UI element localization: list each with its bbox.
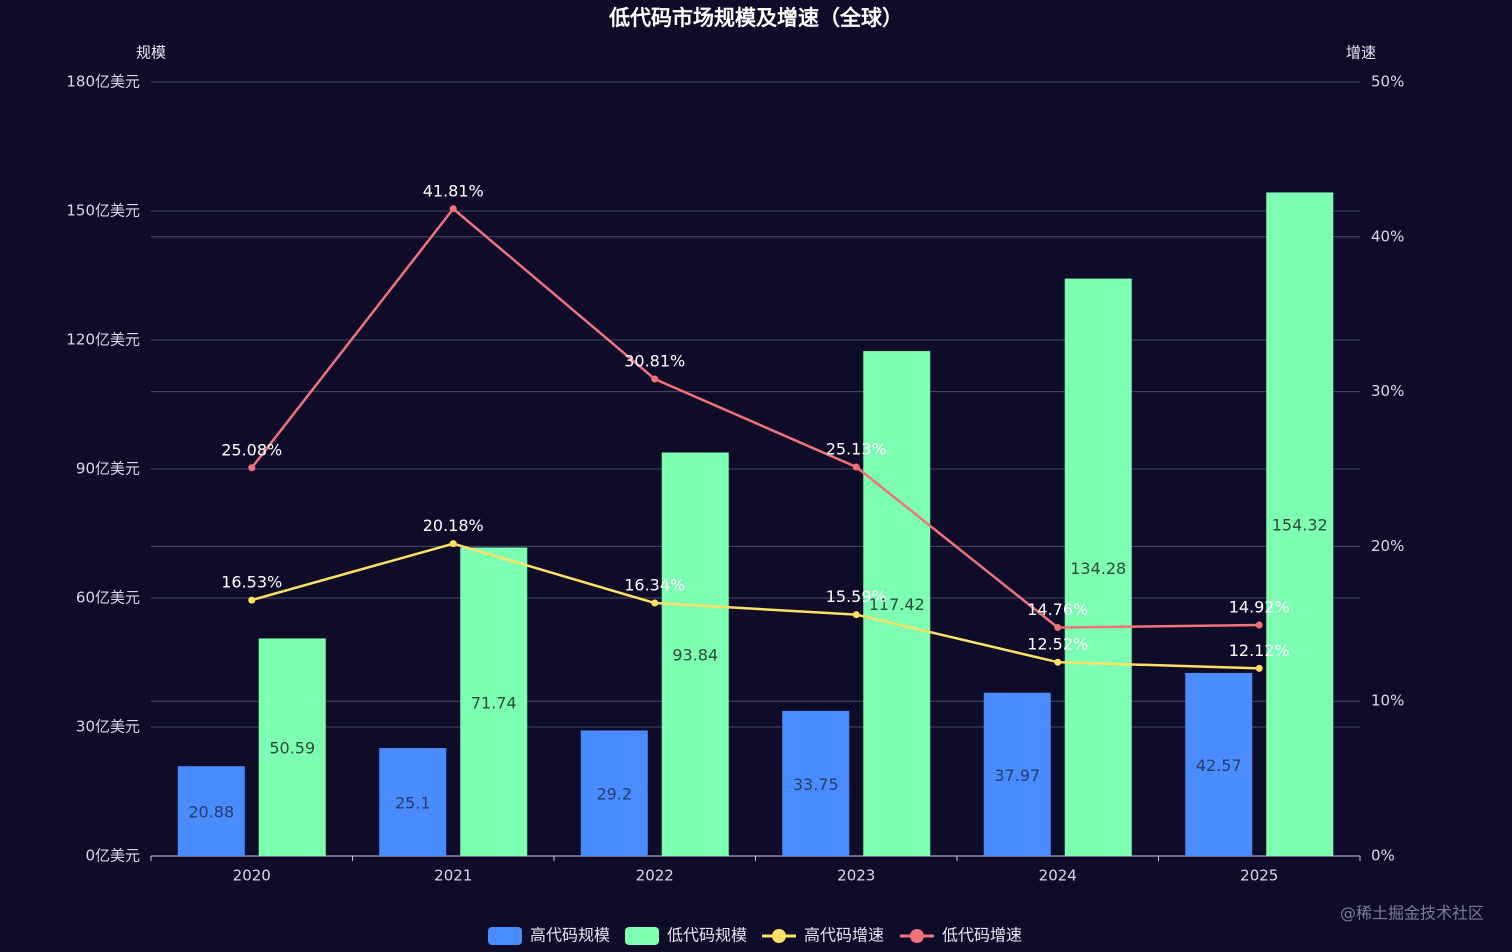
bar[interactable] [460,547,528,856]
x-tick-label: 2020 [233,867,271,885]
bar[interactable] [863,351,931,856]
bar-value-label: 42.57 [1196,756,1242,775]
bar[interactable] [258,638,326,856]
y2-tick-label: 30% [1371,382,1404,400]
rate-label: 14.92% [1229,598,1290,617]
left-axis-name: 规模 [136,44,166,62]
bar-value-label: 37.97 [994,766,1040,785]
line-point[interactable] [852,463,860,471]
x-tick-label: 2024 [1039,867,1077,885]
legend-marker[interactable] [772,929,786,943]
bar-value-label: 154.32 [1272,516,1328,535]
rate-label: 30.81% [624,352,685,371]
bar-value-label: 25.1 [395,794,431,813]
rate-label: 12.52% [1027,635,1088,654]
line-point[interactable] [651,375,659,383]
line-point[interactable] [449,540,457,548]
x-tick-label: 2025 [1240,867,1278,885]
y-tick-label: 30亿美元 [76,718,140,736]
bar-value-label: 50.59 [269,739,315,758]
rate-label: 15.59% [826,587,887,606]
line-point[interactable] [1054,624,1062,632]
legend-swatch[interactable] [625,927,659,945]
line-point[interactable] [651,599,659,607]
line-point[interactable] [1054,658,1062,666]
x-tick-label: 2023 [837,867,875,885]
line-series [251,542,1260,670]
rate-label: 25.13% [826,439,887,458]
right-axis-name: 增速 [1346,44,1376,62]
y-tick-label: 150亿美元 [66,202,140,220]
line-point[interactable] [852,611,860,619]
line-series [250,206,1260,629]
y2-tick-label: 10% [1371,692,1404,710]
legend-marker[interactable] [910,929,924,943]
rate-label: 41.81% [423,181,484,200]
bar[interactable] [782,710,850,856]
watermark-text: @稀土掘金技术社区 [1340,904,1484,923]
bar-value-label: 117.42 [869,595,925,614]
chart-title: 低代码市场规模及增速（全球） [608,6,903,30]
legend-label: 低代码增速 [942,926,1022,945]
line-point[interactable] [449,205,457,213]
line-point[interactable] [248,596,256,604]
y-tick-label: 0亿美元 [85,847,140,865]
y-tick-label: 180亿美元 [66,73,140,91]
y2-tick-label: 40% [1371,227,1404,245]
x-tick-label: 2021 [434,867,472,885]
rate-label: 20.18% [423,516,484,535]
bar-value-label: 20.88 [188,803,234,822]
bar[interactable] [1185,672,1253,856]
bar[interactable] [580,730,648,856]
bar-value-label: 29.2 [596,785,632,804]
bar-value-label: 71.74 [471,693,517,712]
bar[interactable] [661,452,729,856]
bar-value-label: 33.75 [793,775,839,794]
y2-tick-label: 0% [1371,847,1395,865]
x-tick-label: 2022 [636,867,674,885]
rate-label: 12.12% [1229,641,1290,660]
bar[interactable] [379,748,447,856]
rate-label: 25.08% [221,440,282,459]
line-point[interactable] [248,464,256,472]
bar-value-label: 93.84 [672,646,718,665]
y-tick-label: 120亿美元 [66,331,140,349]
bar[interactable] [1064,278,1132,856]
bar-value-label: 134.28 [1070,559,1126,578]
legend-label: 低代码规模 [667,926,747,945]
rate-label: 16.53% [221,573,282,592]
legend-label: 高代码规模 [530,926,610,945]
rate-label: 14.76% [1027,600,1088,619]
y2-tick-label: 50% [1371,73,1404,91]
legend-label: 高代码增速 [804,926,884,945]
y-tick-label: 60亿美元 [76,589,140,607]
legend-swatch[interactable] [488,927,522,945]
line-point[interactable] [1255,664,1263,672]
rate-label: 16.34% [624,576,685,595]
line-point[interactable] [1255,621,1263,629]
bar[interactable] [983,692,1051,856]
bar[interactable] [177,766,245,856]
y2-tick-label: 20% [1371,537,1404,555]
bar[interactable] [1266,192,1334,856]
y-tick-label: 90亿美元 [76,460,140,478]
